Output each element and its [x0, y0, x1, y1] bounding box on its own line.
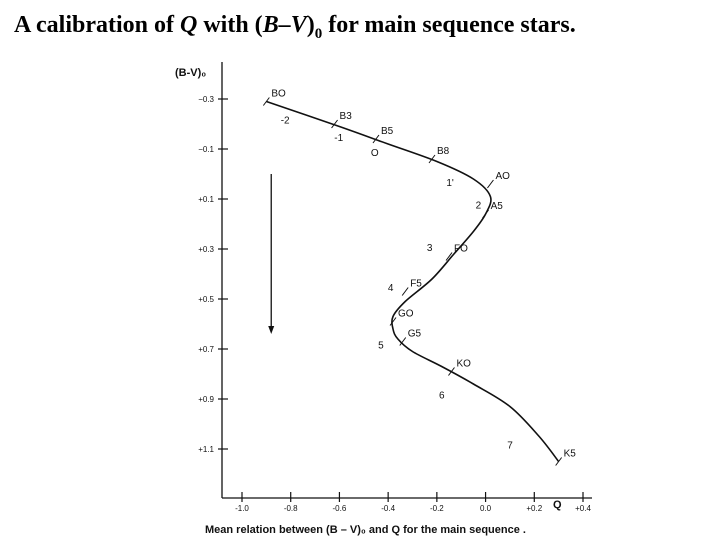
spectral-tick [399, 337, 407, 346]
spectral-label: GO [398, 309, 414, 320]
q-value-label: -2 [281, 116, 290, 127]
y-tick-label: −0.3 [198, 95, 214, 104]
y-tick-label: +0.7 [198, 345, 214, 354]
spectral-tick [262, 97, 270, 106]
q-value-label: 5 [378, 341, 384, 352]
y-tick-label: +0.3 [198, 245, 214, 254]
spectral-tick [448, 367, 455, 376]
spectral-label: AO [495, 171, 510, 182]
title-prefix: A calibration of [14, 12, 180, 38]
label-layer: BO B3 B5 B8 AO A5 FO F5 GO G5 KO K5 -2 -1 O 1' 2 3 4 5 6 7 [262, 89, 577, 466]
y-axis-label: (B-V)₀ [175, 67, 206, 79]
spectral-label: FO [454, 244, 468, 255]
chart-axes: −0.3 −0.1 +0.1 +0.3 +0.5 +0.7 +0.9 +1.1 -1.0 -0.8… [198, 62, 592, 513]
q-value-label: 3 [427, 243, 433, 254]
q-value-label: -1 [334, 133, 343, 144]
spectral-label: B5 [381, 126, 394, 137]
spectral-label: KO [456, 359, 471, 370]
title-q: Q [180, 12, 198, 38]
title-mid: with ( [197, 12, 263, 38]
spectral-label: BO [271, 89, 286, 100]
spectral-tick [445, 252, 453, 261]
y-tick-label: −0.1 [198, 145, 214, 154]
x-tick-label: -0.4 [381, 504, 395, 513]
spectral-tick [482, 209, 489, 219]
y-tick-label: +0.9 [198, 395, 214, 404]
slide-title: A calibration of Q with (B–V)0 for main … [14, 12, 714, 43]
x-tick-label: -1.0 [235, 504, 249, 513]
spectral-label: K5 [564, 449, 577, 460]
x-tick-label: +0.4 [575, 504, 591, 513]
x-tick-label: +0.2 [526, 504, 542, 513]
title-sub: 0 [314, 25, 323, 42]
spectral-label: G5 [408, 329, 422, 340]
y-tick-label: +0.5 [198, 295, 214, 304]
x-tick-label: -0.2 [430, 504, 444, 513]
x-tick-label: 0.0 [480, 504, 492, 513]
spectral-label: F5 [410, 279, 422, 290]
title-suffix: for main sequence stars. [322, 12, 576, 38]
q-value-label: 6 [439, 391, 445, 402]
q-value-label: O [371, 148, 379, 159]
spectral-tick [389, 317, 397, 326]
title-bv: B–V [262, 12, 307, 38]
title-close: ) [306, 12, 315, 38]
spectral-label: A5 [491, 201, 504, 212]
spectral-tick [372, 134, 380, 144]
spectral-tick [401, 287, 409, 296]
spectral-tick [331, 119, 338, 129]
spectral-tick [487, 179, 494, 189]
x-axis-label: Q [553, 499, 562, 511]
spectral-tick [555, 457, 563, 466]
spectral-tick [428, 154, 436, 164]
q-value-label: 2 [476, 201, 482, 212]
x-tick-label: -0.6 [333, 504, 347, 513]
main-sequence-curve [266, 100, 560, 462]
spectral-label: B3 [340, 111, 353, 122]
arrow-head [268, 326, 275, 334]
q-value-label: 4 [388, 283, 394, 294]
x-tick-label: -0.8 [284, 504, 298, 513]
curve-layer [266, 100, 560, 462]
spectral-label: B8 [437, 146, 450, 157]
q-value-label: 7 [507, 441, 513, 452]
y-tick-label: +0.1 [198, 195, 214, 204]
y-tick-label: +1.1 [198, 445, 214, 454]
q-value-label: 1' [446, 178, 454, 189]
chart-caption: Mean relation between (B – V)₀ and Q for… [205, 524, 526, 536]
